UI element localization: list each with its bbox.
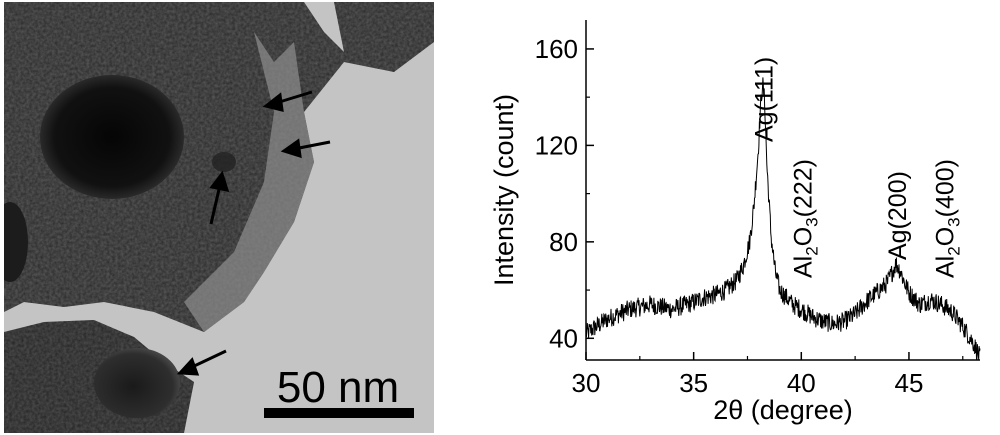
x-tick-label: 35 — [679, 368, 708, 398]
arrow-icon — [280, 138, 331, 159]
silver-nanoparticle-large — [40, 75, 184, 199]
silver-nanoparticle-left — [4, 202, 28, 282]
y-tick-label: 80 — [549, 227, 578, 257]
x-tick-label: 45 — [894, 368, 923, 398]
scale-bar-label: 50 nm — [277, 363, 399, 412]
peak-annotation-label: Al2O3(400) — [931, 159, 963, 278]
arrow-icon — [176, 349, 227, 376]
peak-annotation-label: Ag(111) — [751, 57, 779, 142]
silver-nanoparticle-tiny — [212, 152, 236, 172]
silver-nanoparticle-small — [94, 348, 180, 418]
x-tick-label: 30 — [572, 368, 601, 398]
peak-annotation-label: Al2O3(222) — [789, 159, 821, 278]
y-axis-label: Intensity (count) — [489, 94, 519, 286]
plot-frame — [585, 20, 980, 361]
tem-micrograph: 50 nm — [4, 2, 434, 433]
y-tick-label: 40 — [549, 323, 578, 353]
peak-annotation-label: Ag(200) — [884, 171, 912, 260]
y-tick-label: 120 — [535, 130, 578, 160]
y-ticks: 40 80 120 160 — [535, 34, 594, 353]
x-ticks: 30 35 40 45 — [572, 352, 964, 398]
xrd-series-line — [585, 77, 981, 361]
arrow-icon — [262, 90, 313, 112]
peak-annotations: Ag(111) Al2O3(222) Ag(200) Al2O3(400) — [751, 57, 964, 278]
x-axis-label: 2θ (degree) — [713, 395, 853, 425]
scale-bar — [264, 408, 414, 418]
x-tick-label: 40 — [787, 368, 816, 398]
arrow-icon — [209, 170, 230, 225]
y-tick-label: 160 — [535, 34, 578, 64]
